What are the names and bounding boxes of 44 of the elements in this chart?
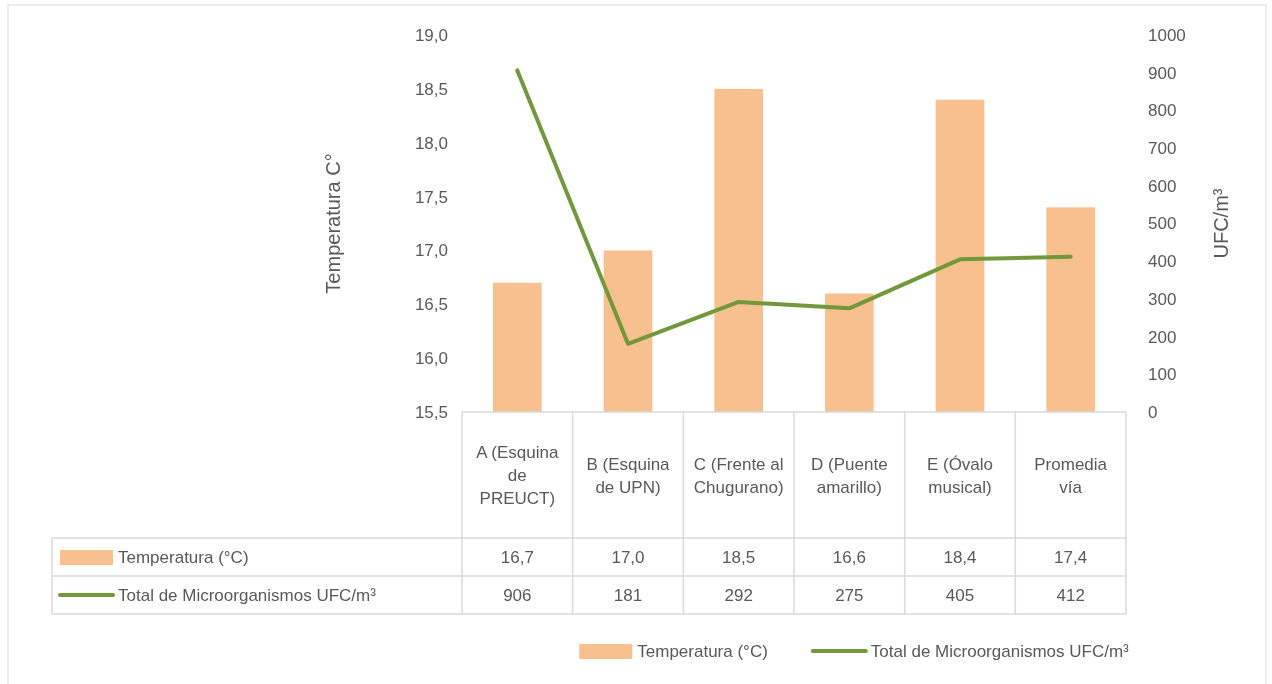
x-tick-label: C (Frente al Chugurano)	[693, 454, 784, 497]
y-tick-label: 17,5	[414, 187, 448, 207]
y2-tick-label: 900	[1148, 63, 1177, 83]
text: Temperatura (°C)	[118, 548, 249, 567]
data-label: 412	[1056, 586, 1085, 605]
legend-label: Temperatura (°C)	[637, 642, 768, 661]
x-tick-label: Promedia vía	[1034, 454, 1108, 497]
y-tick-label: 17,0	[414, 241, 448, 261]
data-label: 275	[835, 586, 864, 605]
data-label: 181	[613, 586, 643, 605]
data-label: 18,4	[943, 548, 977, 567]
data-label: 906	[503, 586, 532, 605]
data-label: 405	[945, 586, 975, 605]
y2-tick-label: 500	[1148, 214, 1177, 234]
y2-tick-label: 800	[1148, 101, 1177, 121]
y-tick-label: 16,5	[414, 295, 448, 315]
x-tick-label: D (Puente amarillo)	[811, 454, 888, 497]
x-tick-label: A (Esquina de PREUCT)	[476, 443, 559, 508]
line-series	[515, 68, 1073, 346]
y2-axis-title: UFC/m³	[1210, 188, 1232, 259]
y2-tick-label: 0	[1148, 402, 1158, 422]
data-label: 17,4	[1054, 548, 1088, 567]
y-tick-label: 16,0	[414, 349, 448, 369]
y-tick-label: 15,5	[414, 402, 448, 422]
y-axis-title: Temperatura C°	[322, 153, 344, 294]
text: Total de Microorganismos UFC/m³	[870, 642, 1129, 661]
y2-tick-label: 300	[1148, 289, 1177, 309]
data-label: 18,5	[722, 548, 756, 567]
data-label: 16,7	[500, 548, 534, 567]
data-label: 16,6	[832, 548, 866, 567]
y2-tick-label: 200	[1148, 327, 1177, 347]
y-tick-label: 19,0	[414, 25, 448, 45]
data-label: 292	[724, 586, 753, 605]
y-tick-label: 18,0	[414, 133, 448, 153]
y-tick-label: 18,5	[414, 79, 448, 99]
legend-label: Total de Microorganismos UFC/m³	[118, 586, 377, 605]
y2-tick-label: 700	[1148, 139, 1177, 159]
y2-tick-label: 1000	[1148, 25, 1186, 45]
x-tick-label: E (Óvalo musical)	[926, 454, 994, 497]
y2-tick-label: 100	[1148, 365, 1177, 385]
data-label: 17,0	[611, 548, 645, 567]
y2-tick-label: 600	[1148, 176, 1177, 196]
y2-tick-label: 400	[1148, 252, 1177, 272]
x-tick-label: B (Esquina de UPN)	[586, 454, 671, 497]
